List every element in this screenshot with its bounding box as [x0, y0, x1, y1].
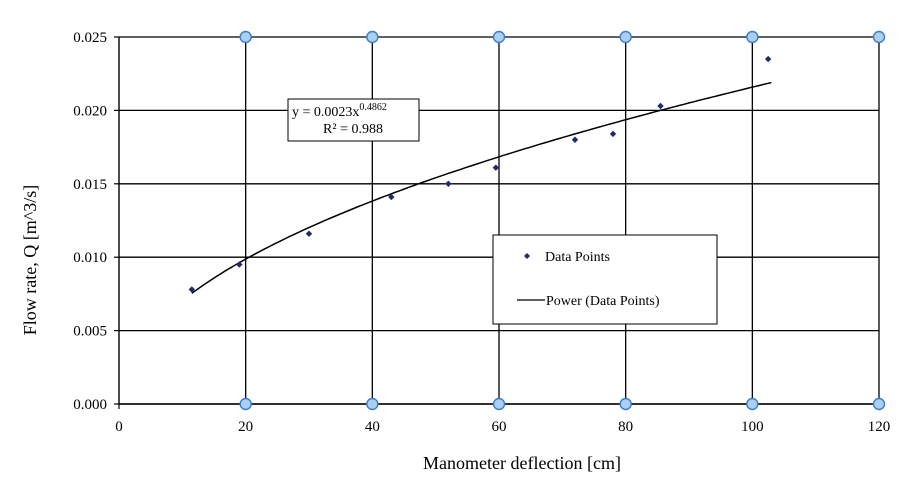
- x-tick-label: 20: [238, 419, 253, 435]
- r-squared-text: R² = 0.988: [323, 122, 383, 137]
- trendline: [191, 81, 772, 294]
- data-point: [305, 230, 313, 237]
- grid-circle-marker: [872, 30, 886, 44]
- equation-annotation: y = 0.0023x0.4862 R² = 0.988: [287, 98, 420, 142]
- x-tick-label: 0: [115, 419, 123, 435]
- legend-label-data-points: Data Points: [545, 250, 610, 265]
- grid-circle-marker: [619, 30, 632, 44]
- grid-circle-marker: [746, 30, 759, 44]
- equation-text: y = 0.0023x0.4862: [292, 102, 387, 120]
- data-point: [764, 55, 772, 63]
- x-tick-label: 80: [618, 419, 633, 435]
- grid: [119, 36, 880, 405]
- data-point: [188, 286, 196, 293]
- y-tick-label: 0.010: [73, 250, 107, 266]
- grid-circle-marker: [239, 397, 252, 411]
- grid-circle-marker: [239, 30, 252, 44]
- legend-box: [492, 234, 718, 325]
- grid-circle-marker: [492, 30, 506, 44]
- x-tick-label: 40: [365, 419, 380, 435]
- y-tick-label: 0.025: [73, 30, 107, 46]
- data-point: [657, 102, 664, 110]
- legend-marker-data-points: [524, 253, 530, 259]
- data-point: [388, 193, 395, 201]
- y-axis-label: Flow rate, Q [m^3/s]: [20, 185, 40, 335]
- legend-label-power: Power (Data Points): [546, 294, 660, 309]
- y-tick-label: 0.000: [73, 397, 107, 413]
- x-tick-label: 100: [741, 419, 764, 435]
- tick-labels: 0.000 0.005 0.010 0.015 0.020 0.025 0 20 40 60 80 1…: [73, 30, 890, 435]
- y-tick-label: 0.015: [73, 177, 107, 193]
- data-point: [445, 180, 452, 187]
- x-tick-label: 120: [868, 419, 891, 435]
- x-axis-label: Manometer deflection [cm]: [423, 453, 621, 473]
- x-tick-label: 60: [492, 419, 507, 435]
- grid-circle-marker: [619, 397, 632, 411]
- grid-circle-marker: [746, 397, 759, 411]
- equation-prefix: y = 0.0023x: [292, 105, 359, 120]
- data-point: [492, 164, 500, 171]
- grid-circle-markers: [239, 30, 886, 411]
- grid-circle-marker: [366, 397, 379, 411]
- data-point: [609, 130, 617, 138]
- legend: Data Points Power (Data Points): [492, 234, 718, 325]
- grid-circle-marker: [492, 397, 506, 411]
- axes: [114, 36, 880, 409]
- power-trendline: [191, 81, 772, 294]
- equation-box: [287, 98, 420, 142]
- y-tick-label: 0.005: [73, 324, 107, 340]
- y-tick-label: 0.020: [73, 103, 107, 119]
- grid-circle-marker: [872, 397, 886, 411]
- data-point: [236, 261, 243, 268]
- data-points: [188, 55, 772, 293]
- data-point: [571, 136, 579, 143]
- equation-exponent: 0.4862: [359, 102, 387, 113]
- grid-circle-marker: [366, 30, 379, 44]
